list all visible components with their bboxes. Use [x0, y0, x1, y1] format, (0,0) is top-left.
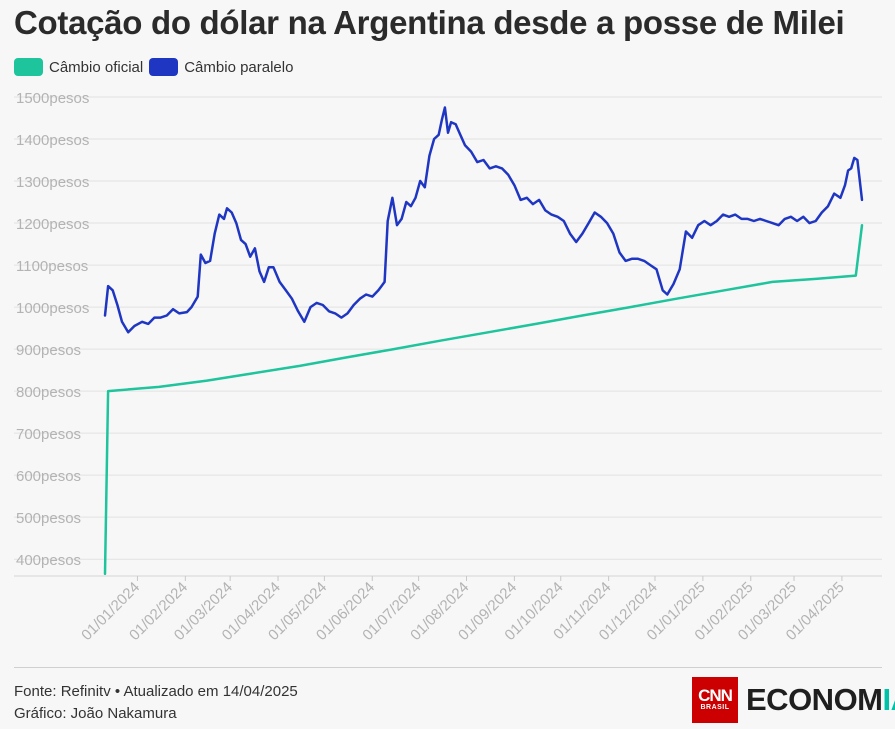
- line-chart: 400pesos 500pesos 600pesos 700pesos 800pesos…: [14, 90, 882, 644]
- brand-word-main: ECONOM: [746, 682, 883, 717]
- brand-logo: CNN BRASIL ECONOMIA: [692, 677, 895, 723]
- y-axis-ticks: 400pesos 500pesos 600pesos 700pesos 800pesos…: [16, 90, 89, 569]
- footer-source: Fonte: Refinitv • Atualizado em 14/04/20…: [14, 683, 298, 700]
- chart-series: [103, 106, 864, 576]
- y-tick-label: 600pesos: [16, 468, 81, 485]
- footer-divider: [14, 667, 882, 668]
- y-tick-label: 400pesos: [16, 552, 81, 569]
- brand-wordmark: ECONOMIA: [746, 682, 895, 718]
- y-tick-label: 1100pesos: [16, 258, 88, 275]
- chart-legend: Câmbio oficial Câmbio paralelo: [14, 58, 299, 76]
- legend-item-paralelo: Câmbio paralelo: [149, 58, 293, 76]
- brand-word-accent: IA: [882, 682, 895, 717]
- y-tick-label: 800pesos: [16, 384, 81, 401]
- y-tick-label: 700pesos: [16, 426, 81, 443]
- series-line-oficial: [103, 223, 864, 576]
- x-axis-ticks: 01/01/202401/02/202401/03/202401/04/2024…: [78, 576, 848, 644]
- cnn-logo: CNN BRASIL: [692, 677, 738, 723]
- chart-title: Cotação do dólar na Argentina desde a po…: [14, 4, 845, 41]
- y-tick-label: 500pesos: [16, 510, 81, 527]
- legend-label-oficial: Câmbio oficial: [49, 58, 144, 76]
- y-tick-label: 900pesos: [16, 342, 81, 359]
- y-tick-label: 1300pesos: [16, 174, 89, 191]
- legend-item-oficial: Câmbio oficial: [14, 58, 143, 76]
- legend-swatch-paralelo: [149, 58, 179, 76]
- y-tick-label: 1200pesos: [16, 216, 89, 233]
- chart-grid: [14, 96, 882, 577]
- footer-credit: Gráfico: João Nakamura: [14, 705, 177, 722]
- y-tick-label: 1000pesos: [16, 300, 89, 317]
- legend-label-paralelo: Câmbio paralelo: [184, 58, 294, 76]
- series-line-paralelo: [103, 106, 864, 334]
- legend-swatch-oficial: [14, 58, 43, 76]
- y-tick-label: 1500pesos: [16, 90, 89, 107]
- cnn-logo-sub: BRASIL: [700, 704, 730, 711]
- y-tick-label: 1400pesos: [16, 132, 89, 149]
- cnn-logo-text: CNN: [698, 686, 733, 705]
